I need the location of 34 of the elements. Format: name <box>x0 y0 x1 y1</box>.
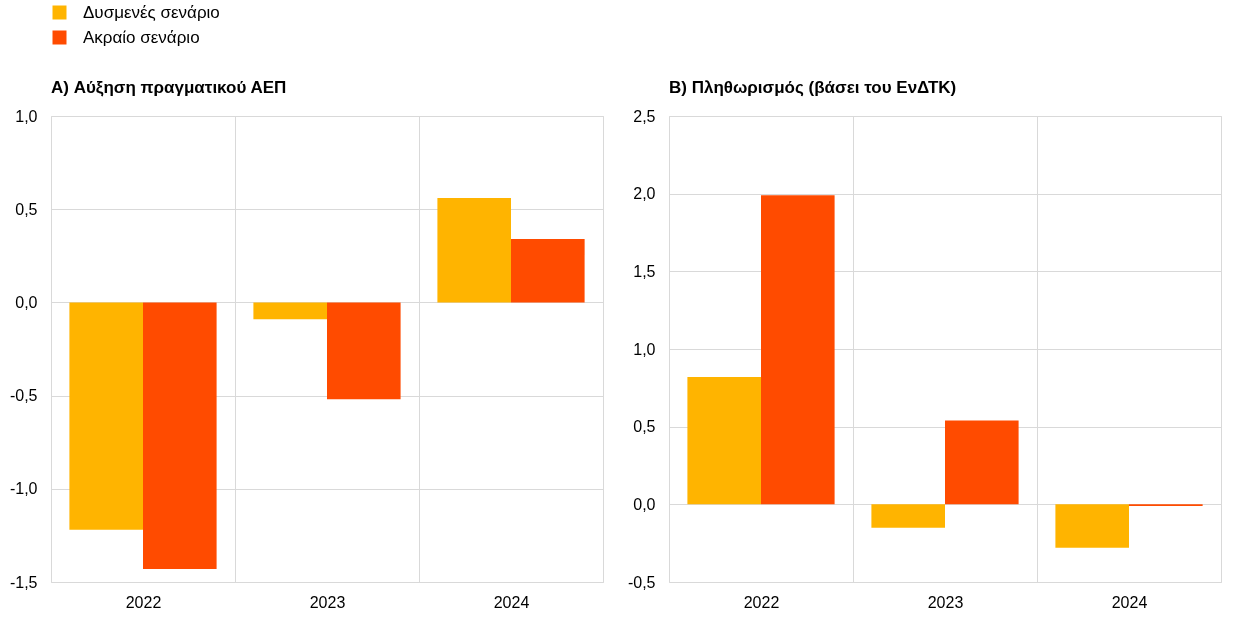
y-tick-label: 2,0 <box>633 185 656 203</box>
chart-title: A) Αύξηση πραγματικού ΑΕΠ <box>51 78 287 97</box>
bar <box>69 302 143 530</box>
y-tick-label: -0,5 <box>9 387 38 405</box>
y-tick-label: -1,0 <box>9 480 38 498</box>
bar <box>143 302 217 569</box>
bar <box>327 302 401 400</box>
bar <box>761 195 835 505</box>
y-tick-label: 0,0 <box>15 293 38 311</box>
bar <box>437 198 511 303</box>
y-tick-label: 2,5 <box>633 107 656 125</box>
legend-label: Ακραίο σενάριο <box>83 27 200 47</box>
y-tick-label: 1,0 <box>15 107 38 125</box>
y-tick-label: 0,5 <box>15 200 38 218</box>
y-tick-label: 0,5 <box>633 418 656 436</box>
bar <box>871 504 945 528</box>
x-tick-label: 2024 <box>1111 593 1148 611</box>
bar <box>1055 504 1129 548</box>
bar <box>253 302 327 320</box>
x-tick-label: 2022 <box>743 593 780 611</box>
chart-title: B) Πληθωρισμός (βάσει του ΕνΔΤΚ) <box>669 78 957 97</box>
bar <box>511 239 585 303</box>
x-tick-label: 2022 <box>125 593 162 611</box>
y-tick-label: 0,0 <box>633 495 656 513</box>
x-tick-label: 2024 <box>493 593 530 611</box>
y-tick-label: 1,5 <box>633 262 656 280</box>
y-tick-label: -0,5 <box>627 573 656 591</box>
legend-label: Δυσμενές σενάριο <box>83 2 220 22</box>
y-tick-label: 1,0 <box>633 340 656 358</box>
bar <box>687 376 761 505</box>
y-tick-label: -1,5 <box>9 573 38 591</box>
x-tick-label: 2023 <box>927 593 964 611</box>
bar <box>945 420 1019 505</box>
x-tick-label: 2023 <box>309 593 346 611</box>
